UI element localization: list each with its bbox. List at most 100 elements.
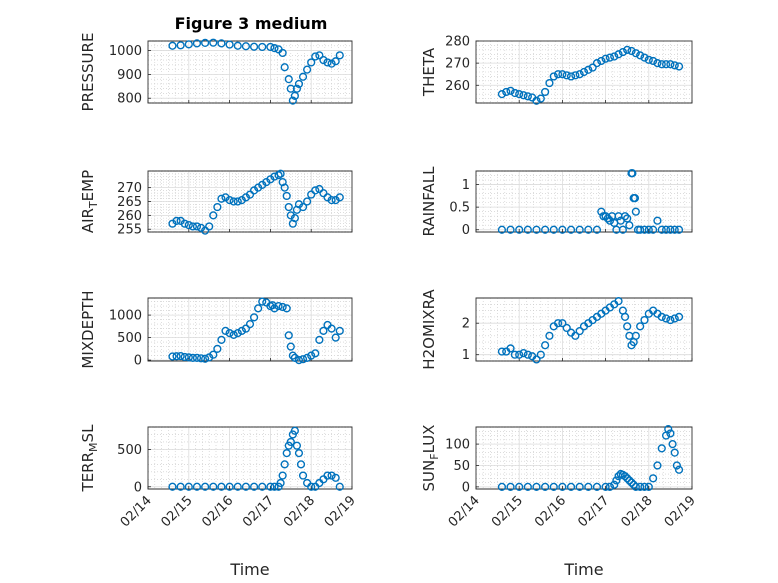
- data-point: [571, 331, 580, 340]
- data-point: [303, 197, 312, 206]
- axis-frame: [475, 40, 693, 104]
- data-point: [657, 444, 666, 453]
- data-point: [290, 426, 299, 435]
- data-point: [620, 212, 630, 221]
- data-point: [575, 70, 584, 79]
- y-tick-label: 0: [462, 480, 470, 495]
- data-point: [254, 304, 263, 313]
- subplot-theta: 260 270 280 THETA: [420, 35, 693, 105]
- x-tick-label: 02/18: [619, 493, 656, 530]
- y-axis-label: TERRMSL: [79, 424, 100, 493]
- axis-frame: [147, 40, 353, 104]
- y-tick-label: 1000: [109, 44, 142, 59]
- data-point: [217, 39, 226, 48]
- subplot-mixdepth: 0 500 1000 MIXDEPTH: [79, 290, 353, 369]
- data-point: [523, 92, 532, 101]
- data-point: [294, 79, 304, 89]
- y-tick-label: 50: [453, 459, 470, 474]
- data-point: [258, 297, 267, 306]
- data-point: [644, 225, 653, 234]
- data-point: [331, 473, 340, 482]
- data-point: [168, 482, 177, 491]
- data-point: [588, 63, 597, 72]
- data-point: [315, 335, 324, 344]
- data-point: [497, 347, 507, 356]
- y-tick-label: 2: [462, 317, 470, 332]
- data-point: [327, 324, 336, 333]
- data-point: [274, 302, 283, 311]
- data-point: [209, 482, 218, 491]
- data-point: [290, 91, 299, 100]
- data-point: [618, 225, 627, 234]
- data-point: [266, 42, 275, 52]
- data-point: [653, 216, 662, 225]
- data-point: [188, 222, 197, 231]
- data-point: [674, 465, 684, 474]
- data-point: [553, 70, 563, 79]
- data-point: [225, 482, 234, 491]
- data-point: [566, 225, 576, 234]
- data-point: [562, 323, 571, 333]
- y-tick-label: 0: [134, 480, 142, 495]
- data-point: [201, 482, 210, 491]
- y-tick-label: 0.5: [449, 201, 470, 216]
- data-point: [233, 197, 242, 206]
- x-tick-label: 02/19: [322, 493, 359, 530]
- data-point: [266, 482, 275, 491]
- data-point: [620, 312, 630, 322]
- data-point: [640, 482, 649, 491]
- y-tick-label: 100: [445, 438, 470, 453]
- data-point: [294, 449, 304, 458]
- data-point: [614, 297, 623, 306]
- data-point: [558, 482, 567, 491]
- data-point: [217, 482, 226, 491]
- data-point: [298, 72, 308, 81]
- data-point: [284, 75, 293, 84]
- data-point: [640, 53, 649, 62]
- data-point: [278, 302, 287, 312]
- data-point: [288, 96, 297, 105]
- data-point: [605, 216, 615, 225]
- data-point: [237, 326, 246, 335]
- data-point: [631, 49, 640, 58]
- data-point: [319, 326, 328, 335]
- data-point: [327, 59, 336, 68]
- data-point: [280, 460, 289, 469]
- axis-frame: [475, 170, 693, 233]
- data-point: [233, 482, 242, 491]
- data-point: [307, 351, 316, 360]
- data-point: [631, 207, 640, 216]
- data-point: [584, 225, 593, 234]
- data-point: [536, 94, 545, 103]
- data-point: [532, 355, 541, 364]
- data-point: [290, 214, 299, 223]
- data-point: [331, 57, 340, 66]
- data-point: [623, 474, 632, 483]
- data-point: [627, 478, 636, 487]
- data-point: [229, 330, 238, 340]
- data-point: [553, 319, 563, 328]
- y-tick-label: 1000: [109, 309, 142, 324]
- data-point: [515, 350, 524, 359]
- data-point: [628, 169, 637, 178]
- y-tick-label: 500: [117, 331, 142, 346]
- data-point: [168, 41, 177, 50]
- data-point: [579, 67, 589, 77]
- y-tick-label: 900: [117, 68, 142, 83]
- data-point: [315, 51, 324, 60]
- data-point: [532, 96, 541, 105]
- data-point: [506, 225, 515, 234]
- data-point: [541, 87, 550, 97]
- data-point: [180, 352, 189, 362]
- data-point: [519, 91, 528, 100]
- data-point: [296, 460, 306, 469]
- data-point: [201, 226, 210, 235]
- data-point: [575, 326, 584, 336]
- data-point: [592, 482, 602, 491]
- data-point: [549, 225, 558, 234]
- data-point: [311, 349, 320, 358]
- y-tick-label: 500: [117, 443, 142, 458]
- data-point: [640, 315, 649, 325]
